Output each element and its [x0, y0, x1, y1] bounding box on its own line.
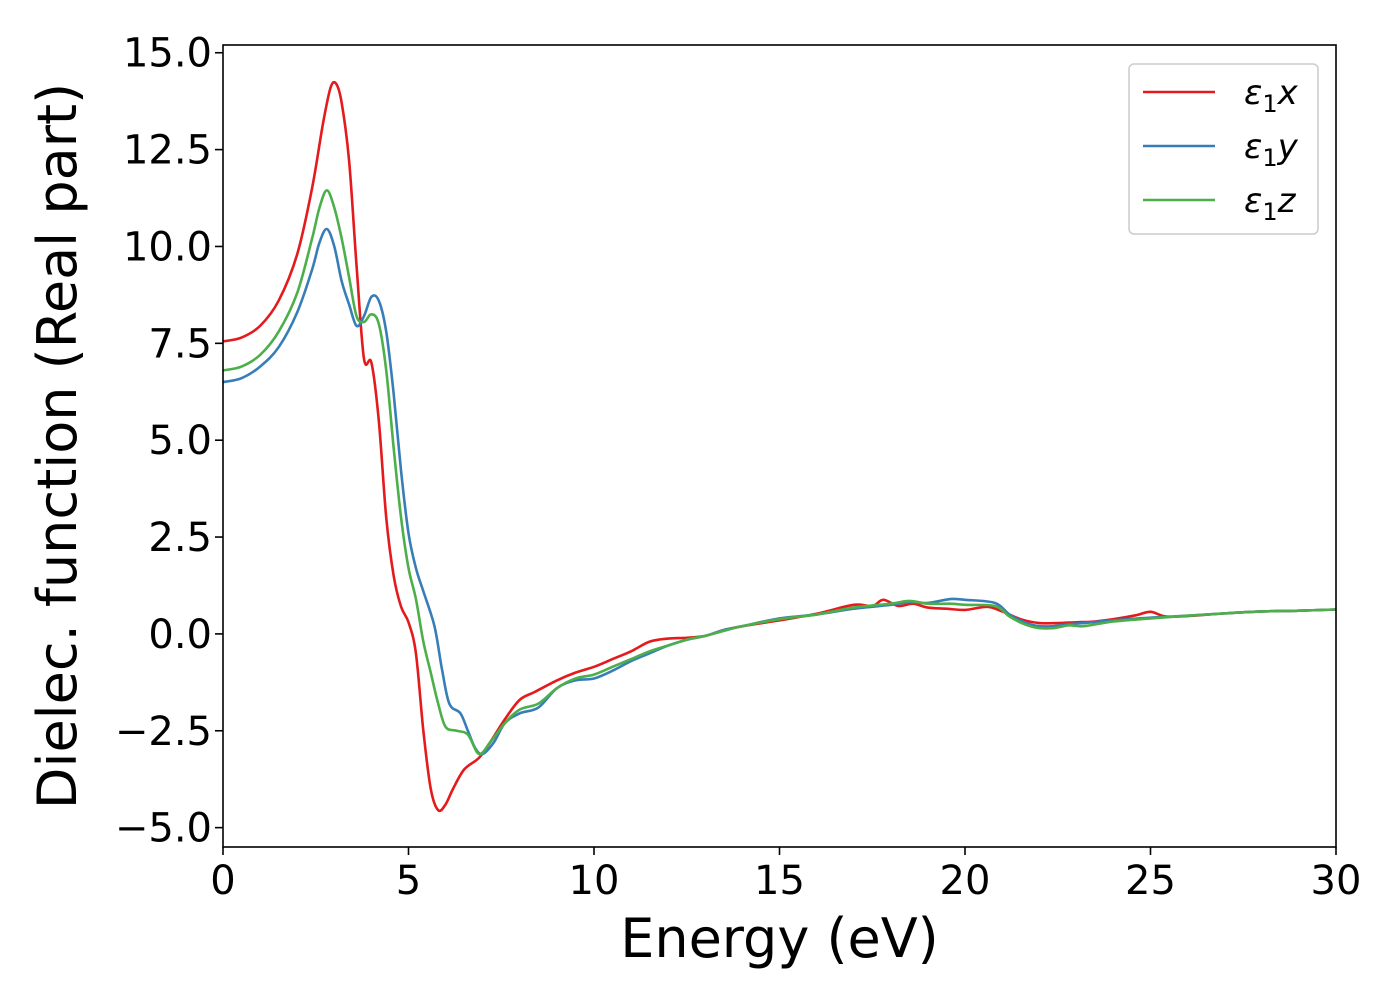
legend-label-y: ε1y	[1244, 127, 1299, 172]
x-tick-label: 20	[940, 858, 991, 904]
series-line-z	[223, 188, 1336, 756]
legend-label-z: ε1z	[1244, 181, 1297, 226]
series-line-x	[223, 80, 1336, 813]
legend: ε1x ε1y ε1z	[1128, 63, 1319, 235]
y-tick-label: 2.5	[148, 515, 212, 561]
series-line-y	[223, 227, 1336, 756]
y-axis-ticks: −5.0 −2.5 0.0 2.5 5.0 7.5 10.0 12.5 15.0	[115, 31, 223, 852]
y-tick-label: 7.5	[148, 321, 212, 367]
x-tick-label: 5	[396, 858, 421, 904]
x-tick-label: 0	[210, 858, 235, 904]
y-axis-title: Dielec. function (Real part)	[26, 83, 89, 809]
series-layer	[223, 80, 1336, 813]
x-axis-ticks: 0 5 10 15 20 25 30	[210, 847, 1361, 904]
y-tick-label: −5.0	[115, 806, 212, 852]
legend-box	[1128, 63, 1319, 235]
y-tick-label: 5.0	[148, 418, 212, 464]
y-tick-label: 10.0	[123, 224, 212, 270]
x-tick-label: 25	[1125, 858, 1176, 904]
x-tick-label: 30	[1311, 858, 1362, 904]
x-tick-label: 15	[754, 858, 805, 904]
y-tick-label: 12.5	[123, 128, 212, 174]
x-axis-title: Energy (eV)	[620, 907, 939, 970]
x-tick-label: 10	[569, 858, 620, 904]
legend-entries: ε1x ε1y ε1z	[1143, 73, 1299, 226]
y-tick-label: 15.0	[123, 31, 212, 77]
y-tick-label: 0.0	[148, 612, 212, 658]
y-tick-label: −2.5	[115, 709, 212, 755]
legend-label-x: ε1x	[1244, 73, 1299, 118]
